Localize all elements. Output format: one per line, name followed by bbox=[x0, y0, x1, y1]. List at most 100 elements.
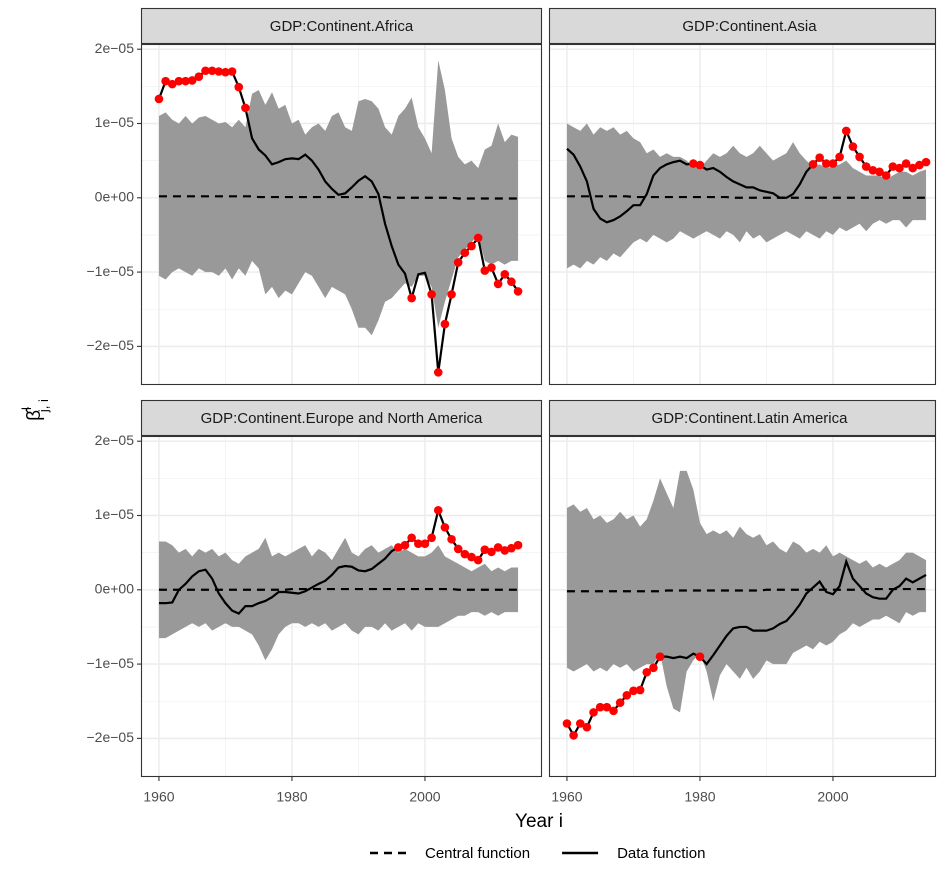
highlight-point bbox=[447, 534, 456, 544]
y-tick-label: −1e−05 bbox=[87, 263, 135, 279]
highlight-point bbox=[467, 552, 476, 562]
highlight-point bbox=[888, 162, 898, 171]
highlight-point bbox=[808, 160, 818, 169]
highlight-point bbox=[487, 263, 496, 272]
highlight-point bbox=[167, 79, 177, 89]
y-tick-label: 2e−05 bbox=[95, 432, 135, 448]
highlight-point bbox=[194, 72, 204, 81]
panel-border bbox=[548, 435, 937, 778]
highlight-point bbox=[440, 523, 450, 532]
series-line bbox=[158, 587, 519, 591]
highlight-point bbox=[602, 702, 612, 712]
highlight-point bbox=[861, 162, 871, 171]
strip-title: GDP:Continent.Asia bbox=[682, 18, 817, 35]
highlight-point bbox=[868, 165, 878, 175]
highlight-point bbox=[487, 547, 496, 557]
strip-title: GDP:Continent.Europe and North America bbox=[201, 410, 483, 427]
y-tick-label: 1e−05 bbox=[95, 506, 135, 522]
highlight-point bbox=[815, 153, 824, 162]
highlight-point bbox=[835, 152, 844, 162]
panel bbox=[549, 436, 936, 777]
panel bbox=[141, 44, 542, 385]
highlight-point bbox=[453, 258, 463, 267]
band bbox=[158, 537, 519, 661]
y-axis-superscript: l bbox=[19, 407, 34, 410]
highlight-point bbox=[689, 159, 698, 168]
highlight-point bbox=[493, 543, 503, 552]
strip-title: GDP:Continent.Africa bbox=[270, 18, 414, 35]
highlight-point bbox=[635, 685, 645, 695]
y-axis-title: β̂l j, i bbox=[19, 399, 51, 421]
x-tick-label: 1960 bbox=[551, 789, 582, 805]
highlight-point bbox=[855, 152, 864, 162]
highlight-point bbox=[234, 82, 244, 92]
panel-border bbox=[140, 435, 543, 778]
highlight-point bbox=[221, 67, 230, 77]
series-line bbox=[566, 195, 927, 199]
highlight-point bbox=[513, 540, 523, 550]
strip-title: GDP:Continent.Latin America bbox=[652, 410, 849, 427]
y-tick-label: 0e+00 bbox=[95, 188, 135, 204]
panel-border bbox=[548, 43, 937, 386]
band bbox=[158, 60, 519, 336]
highlight-point bbox=[493, 279, 503, 289]
legend-label: Data function bbox=[617, 845, 705, 862]
highlight-point bbox=[201, 66, 210, 76]
strip bbox=[140, 7, 543, 45]
legend-label: Central function bbox=[425, 845, 530, 862]
highlight-point bbox=[500, 546, 510, 555]
highlight-point bbox=[407, 533, 416, 543]
highlight-point bbox=[181, 76, 190, 86]
highlight-point bbox=[414, 539, 423, 549]
highlight-point bbox=[895, 163, 904, 173]
highlight-point bbox=[154, 94, 164, 104]
highlight-point bbox=[589, 708, 598, 717]
highlight-point bbox=[440, 319, 450, 329]
highlight-point bbox=[507, 277, 516, 287]
x-tick-label: 2000 bbox=[409, 789, 440, 805]
x-tick-label: 1980 bbox=[276, 789, 307, 805]
highlight-point bbox=[433, 505, 443, 515]
highlight-point bbox=[400, 540, 410, 550]
highlight-point bbox=[575, 719, 585, 728]
highlight-point bbox=[427, 290, 436, 299]
highlight-point bbox=[875, 167, 884, 177]
y-axis-subscript: j, i bbox=[36, 399, 51, 413]
highlight-point bbox=[695, 652, 705, 661]
highlight-point bbox=[161, 76, 170, 86]
highlight-point bbox=[615, 698, 625, 708]
highlight-point bbox=[480, 545, 490, 554]
highlight-point bbox=[642, 667, 652, 677]
highlight-point bbox=[473, 555, 483, 565]
strip bbox=[548, 399, 937, 437]
highlight-point bbox=[901, 159, 911, 168]
y-tick-label: −2e−05 bbox=[87, 337, 135, 353]
highlight-point bbox=[649, 663, 658, 673]
highlight-point bbox=[480, 266, 490, 275]
highlight-point bbox=[460, 549, 470, 559]
highlight-point bbox=[460, 248, 470, 258]
highlight-point bbox=[595, 702, 605, 712]
highlight-point bbox=[467, 241, 476, 251]
panel-border bbox=[140, 43, 543, 386]
highlight-point bbox=[655, 652, 665, 661]
x-tick-label: 1980 bbox=[684, 789, 715, 805]
highlight-point bbox=[848, 142, 858, 151]
y-tick-label: 1e−05 bbox=[95, 114, 135, 130]
highlight-point bbox=[227, 67, 237, 76]
highlight-point bbox=[407, 293, 416, 303]
highlight-point bbox=[582, 722, 592, 732]
highlight-point bbox=[174, 76, 184, 86]
highlight-point bbox=[394, 543, 403, 552]
highlight-point bbox=[569, 731, 578, 740]
y-tick-label: −1e−05 bbox=[87, 655, 135, 671]
highlight-point bbox=[453, 544, 463, 554]
highlight-point bbox=[447, 290, 456, 299]
panel bbox=[141, 436, 542, 777]
y-tick-label: 2e−05 bbox=[95, 40, 135, 56]
highlight-point bbox=[420, 539, 430, 549]
y-tick-label: −2e−05 bbox=[87, 729, 135, 745]
series-line bbox=[158, 195, 519, 200]
highlight-point bbox=[828, 159, 838, 168]
